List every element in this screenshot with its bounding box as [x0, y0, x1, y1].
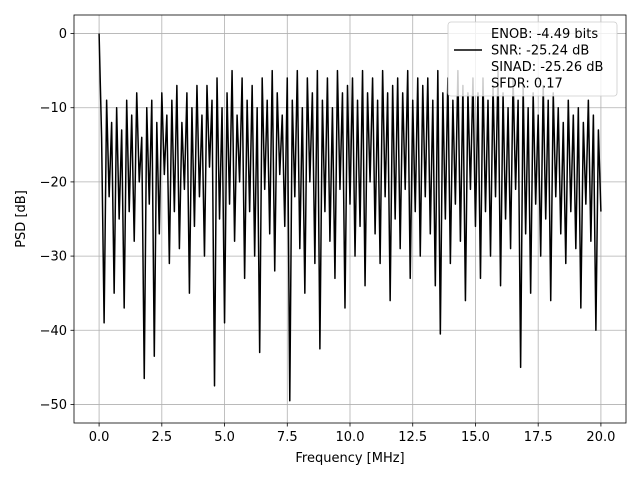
x-tick-label: 2.5 [151, 430, 172, 445]
x-axis-label: Frequency [MHz] [295, 451, 404, 466]
x-tick-label: 12.5 [398, 430, 427, 445]
legend-box [447, 21, 618, 97]
legend-label: ENOB: -4.49 bits SNR: -25.24 dB SINAD: -25… [491, 27, 603, 92]
x-tick-label: 20.0 [586, 430, 615, 445]
y-tick-label: 0 [59, 27, 67, 42]
plot-area [98, 33, 602, 402]
x-tick-label: 5.0 [214, 430, 235, 445]
y-tick-label: −20 [40, 175, 67, 190]
x-tick-label: 15.0 [461, 430, 490, 445]
axes: 0.0 2.5 5.0 7.5 10.0 12.5 15.0 17.5 20.0 −50 −40 −3… [40, 27, 616, 445]
psd-line [98, 33, 602, 402]
legend: ENOB: -4.49 bits SNR: -25.24 dB SINAD: -25… [447, 21, 618, 97]
x-tick-label: 0.0 [89, 430, 110, 445]
y-tick-label: −40 [40, 324, 67, 339]
x-tick-label: 17.5 [524, 430, 553, 445]
y-axis-label: PSD [dB] [14, 190, 29, 248]
y-tick-label: −10 [40, 101, 67, 116]
x-tick-label: 7.5 [277, 430, 298, 445]
x-tick-label: 10.0 [336, 430, 365, 445]
y-tick-label: −50 [40, 398, 67, 413]
y-tick-label: −30 [40, 250, 67, 265]
